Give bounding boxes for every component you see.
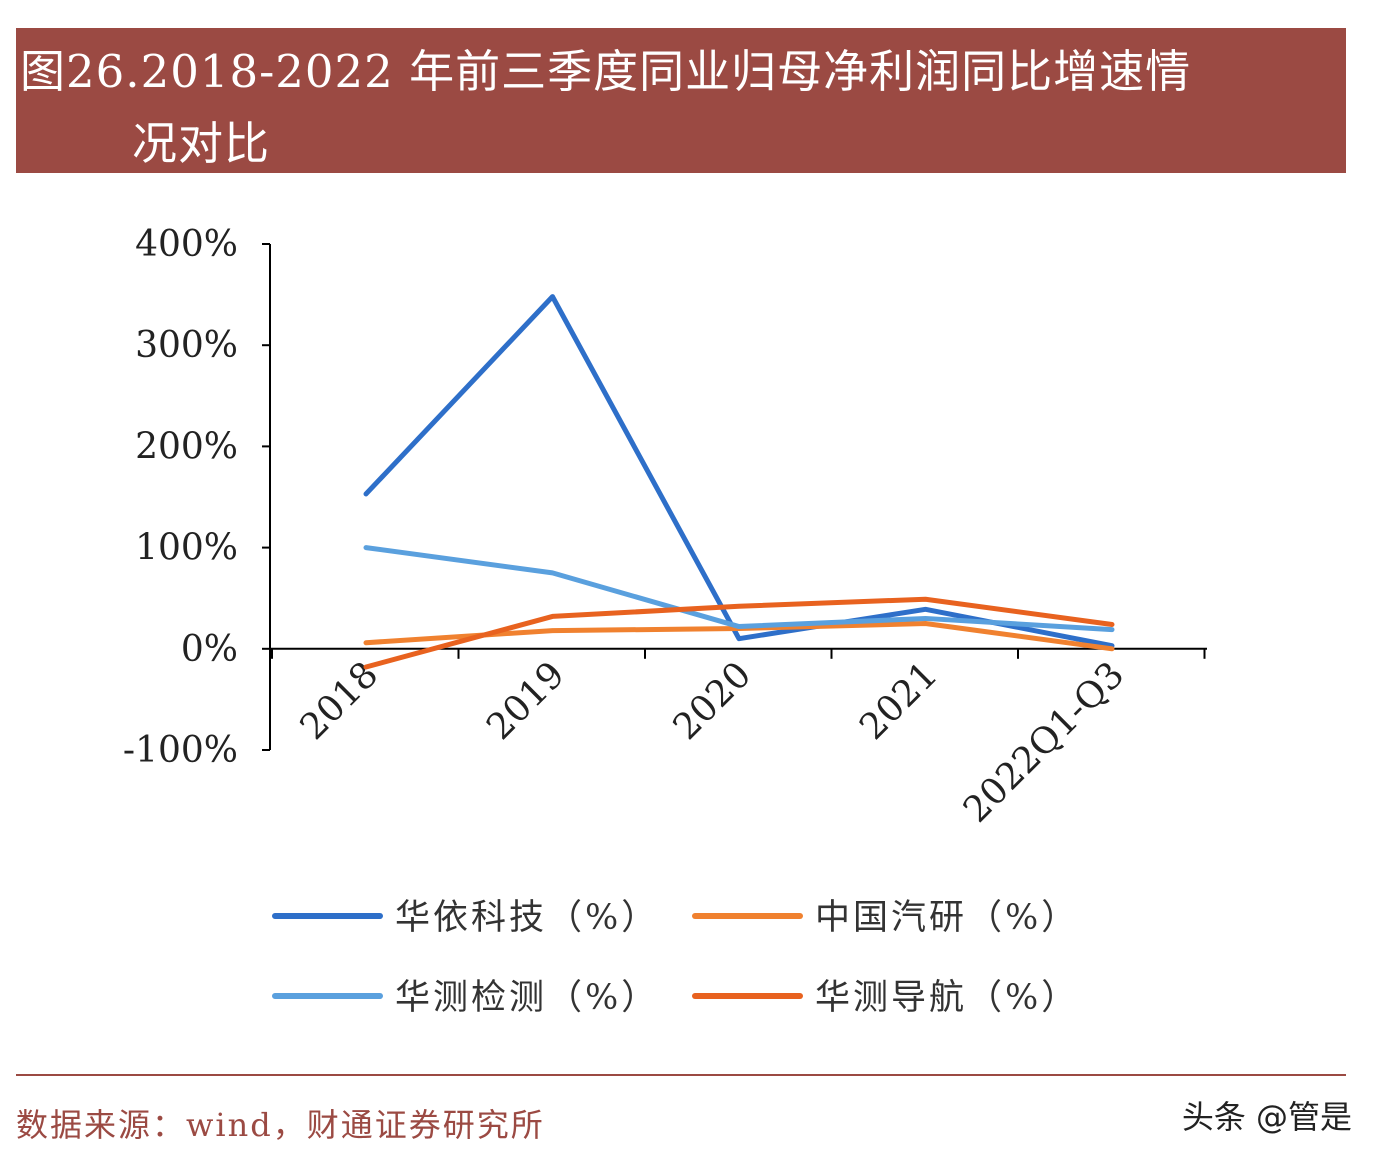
line-chart: 400% 300% 200% 100% 0% -100% 2018 2019 2020 2021 2… bbox=[123, 224, 1207, 1018]
chart-title-line1: 图26.2018-2022 年前三季度同业归母净利润同比增速情 bbox=[20, 45, 1192, 98]
source-note: 数据来源：wind，财通证券研究所 bbox=[16, 1106, 545, 1144]
y-tick-label: 400% bbox=[135, 224, 238, 265]
chart-title: 图26.2018-2022 年前三季度同业归母净利润同比增速情 况对比 bbox=[20, 36, 1342, 180]
legend-label-4: 华测导航（%） bbox=[815, 978, 1079, 1018]
title-bar: 图26.2018-2022 年前三季度同业归母净利润同比增速情 况对比 bbox=[16, 28, 1346, 173]
x-tick-label: 2021 bbox=[852, 654, 946, 748]
axes: 400% 300% 200% 100% 0% -100% 2018 2019 2020 2021 2… bbox=[123, 224, 1207, 831]
series-lines bbox=[363, 294, 1115, 670]
x-tick-label: 2022Q1-Q3 bbox=[956, 654, 1133, 831]
y-tick-label: 0% bbox=[181, 629, 238, 670]
series-line-3 bbox=[363, 545, 1115, 633]
legend-label-3: 华测检测（%） bbox=[395, 978, 659, 1018]
footer-divider bbox=[16, 1074, 1346, 1076]
watermark: 头条 @管是 bbox=[1181, 1098, 1352, 1136]
y-tick-label: 300% bbox=[135, 325, 238, 366]
y-tick-label: -100% bbox=[123, 730, 238, 771]
x-tick-label: 2020 bbox=[666, 654, 760, 748]
legend-label-1: 华依科技（%） bbox=[395, 898, 659, 938]
x-tick-label: 2018 bbox=[293, 654, 387, 748]
chart-title-line2: 况对比 bbox=[132, 117, 271, 170]
series-line-4 bbox=[363, 596, 1115, 670]
y-tick-label: 100% bbox=[135, 528, 238, 569]
y-tick-label: 200% bbox=[135, 426, 238, 467]
x-tick-label: 2019 bbox=[479, 654, 573, 748]
legend: 华依科技（%） 中国汽研（%） 华测检测（%） 华测导航（%） bbox=[272, 898, 1079, 1018]
series-line-1 bbox=[363, 294, 1115, 649]
legend-label-2: 中国汽研（%） bbox=[815, 898, 1079, 938]
